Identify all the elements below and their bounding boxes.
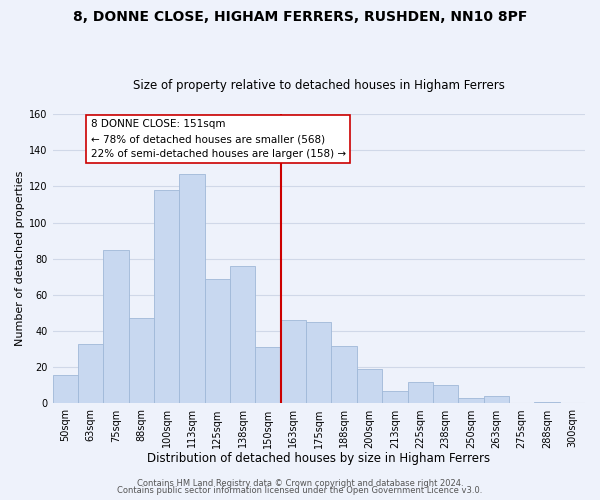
Bar: [230, 266, 256, 404]
X-axis label: Distribution of detached houses by size in Higham Ferrers: Distribution of detached houses by size …: [147, 452, 490, 465]
Bar: [306, 322, 331, 404]
Bar: [179, 174, 205, 404]
Bar: [534, 402, 560, 404]
Text: Contains HM Land Registry data © Crown copyright and database right 2024.: Contains HM Land Registry data © Crown c…: [137, 478, 463, 488]
Bar: [205, 278, 230, 404]
Bar: [382, 391, 407, 404]
Bar: [433, 386, 458, 404]
Text: 8 DONNE CLOSE: 151sqm
← 78% of detached houses are smaller (568)
22% of semi-det: 8 DONNE CLOSE: 151sqm ← 78% of detached …: [91, 120, 346, 159]
Y-axis label: Number of detached properties: Number of detached properties: [15, 171, 25, 346]
Text: Contains public sector information licensed under the Open Government Licence v3: Contains public sector information licen…: [118, 486, 482, 495]
Bar: [484, 396, 509, 404]
Bar: [103, 250, 128, 404]
Bar: [154, 190, 179, 404]
Bar: [128, 318, 154, 404]
Bar: [357, 369, 382, 404]
Text: 8, DONNE CLOSE, HIGHAM FERRERS, RUSHDEN, NN10 8PF: 8, DONNE CLOSE, HIGHAM FERRERS, RUSHDEN,…: [73, 10, 527, 24]
Title: Size of property relative to detached houses in Higham Ferrers: Size of property relative to detached ho…: [133, 79, 505, 92]
Bar: [407, 382, 433, 404]
Bar: [78, 344, 103, 404]
Bar: [53, 374, 78, 404]
Bar: [256, 348, 281, 404]
Bar: [458, 398, 484, 404]
Bar: [331, 346, 357, 404]
Bar: [281, 320, 306, 404]
